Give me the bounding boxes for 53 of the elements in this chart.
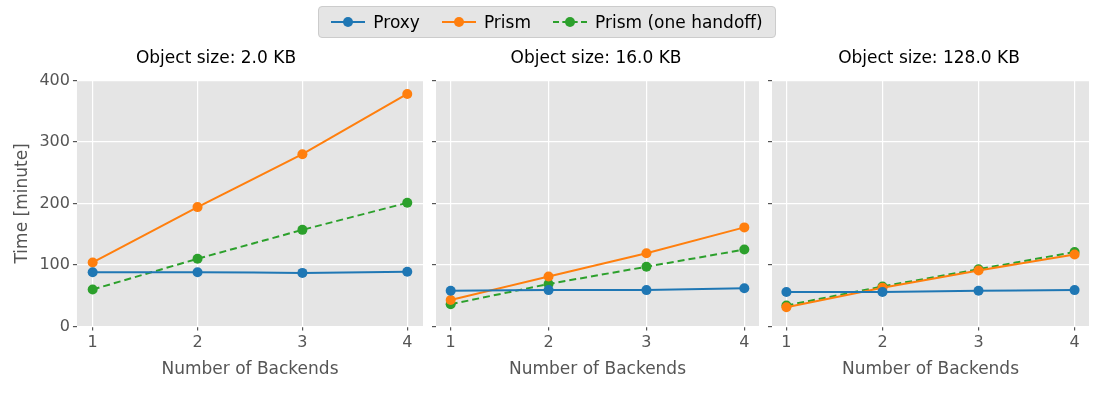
x-axis-title: Number of Backends [841,358,1020,379]
x-tick-label: 2 [877,332,888,352]
y-tick-label: 400 [39,69,70,89]
point [87,267,98,278]
point [739,283,750,294]
x-tick-label: 2 [543,332,554,352]
y-tick-label: 100 [39,254,70,274]
chart-title: Object size: 16.0 KB [510,46,682,67]
x-tick-label: 3 [641,332,652,352]
y-tick-label: 200 [39,192,70,212]
point [87,284,98,295]
chart-title: Object size: 128.0 KB [838,46,1020,67]
point [297,149,308,160]
point [402,88,413,99]
x-tick-label: 1 [781,332,792,352]
point [402,197,413,208]
point [87,257,98,268]
legend-label: Prism (one handoff) [595,12,763,32]
x-tick-label: 2 [192,332,203,352]
point [445,294,456,305]
x-axis-title: Number of Backends [508,358,687,379]
point [1069,285,1080,296]
point [739,244,750,255]
point [781,286,792,297]
point [192,202,203,213]
x-tick-label: 1 [87,332,98,352]
x-tick-label: 4 [739,332,750,352]
point [973,285,984,296]
y-tick-label: 300 [39,131,70,151]
x-tick-label: 4 [402,332,413,352]
point [297,267,308,278]
legend-label: Proxy [373,12,420,32]
x-tick-label: 4 [1069,332,1080,352]
x-tick-label: 3 [297,332,308,352]
y-axis-title: Time [minute] [10,143,31,265]
legend-label: Prism [483,12,531,32]
point [402,266,413,277]
point [192,267,203,278]
point [192,253,203,264]
point [641,248,652,259]
point [641,285,652,296]
point [641,261,652,272]
point [739,222,750,233]
x-tick-label: 3 [973,332,984,352]
point [297,224,308,235]
x-tick-label: 1 [445,332,456,352]
point [543,285,554,296]
point [877,286,888,297]
x-axis-title: Number of Backends [161,358,339,379]
chart-title: Object size: 2.0 KB [135,46,297,67]
point [445,285,456,296]
point [543,271,554,282]
y-tick-label: 0 [59,315,70,335]
